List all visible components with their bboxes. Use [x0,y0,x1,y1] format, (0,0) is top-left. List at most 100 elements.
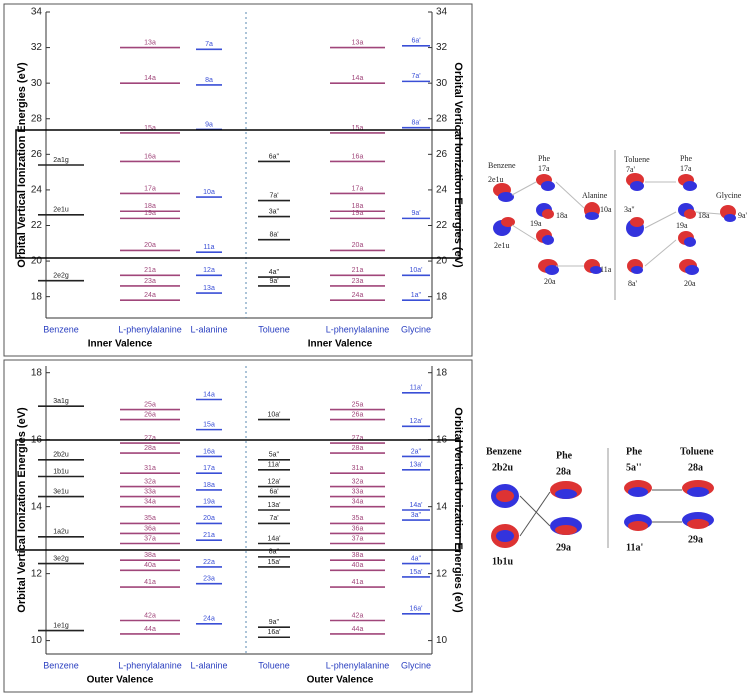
level-label: 12a' [409,418,422,425]
level-label: 19a [352,210,364,217]
level-label: 7a' [269,192,278,199]
orbital-panel-bottom: Benzene 2b2u Phe 28a 29a 1b1u Phe 5a'' 1… [486,446,714,567]
level-label: 9a' [269,278,278,285]
orbital-label: 29a [556,542,571,553]
y2-tick-label: 18 [436,367,448,378]
orbital-label: Toluene [680,446,714,457]
level-label: 17a [144,185,156,192]
y-tick-label: 14 [31,501,43,512]
level-label: 21a [203,532,215,539]
level-label: 28a [352,445,364,452]
level-label: 5a'' [269,452,279,459]
level-label: 14a [203,391,215,398]
level-label: 26a [352,411,364,418]
orbital-blobs [491,480,714,548]
level-label: 16a' [409,606,422,613]
level-label: 3e2g [53,555,69,562]
level-label: 12a [203,267,215,274]
level-label: 2e2g [53,272,69,279]
level-label: 14a [352,75,364,82]
orbital-label: 20a [544,277,556,286]
level-label: 41a [144,579,156,586]
level-label: 2a'' [411,448,421,455]
y-axis-label: Orbital Vertical Ionization Energies (eV… [16,407,28,613]
level-label: 41a [352,579,364,586]
panel-frame [3,3,473,357]
level-label: 1a2u [53,529,69,536]
orbital-label: 9a' [738,211,748,220]
y2-axis-label: Orbital Vertical Ionization Energies (eV… [452,407,464,613]
level-label: 34a [352,498,364,505]
level-label: 44a [352,626,364,633]
orbital-label: 19a [676,221,688,230]
level-label: 14a' [267,535,280,542]
level-label: 7a' [269,515,278,522]
level-label: 23a [352,278,364,285]
level-label: 19a [203,498,215,505]
level-label: 44a [144,626,156,633]
level-label: 4a'' [411,555,421,562]
level-label: 13a [203,285,215,292]
y2-tick-label: 28 [436,113,448,124]
level-label: 13a [352,39,364,46]
highlight-box [15,439,461,551]
group-label: Outer Valence [307,675,374,686]
level-label: 12a' [267,478,280,485]
x-tick-label: L-phenylalanine [326,324,390,334]
group-label: Outer Valence [87,675,154,686]
level-label: 27a [144,435,156,442]
level-label: 33a [144,488,156,495]
x-tick-label: Glycine [401,324,431,334]
y2-tick-label: 34 [436,7,448,18]
level-label: 26a [144,411,156,418]
orbital-label: 19a [530,219,542,228]
y-tick-label: 10 [31,635,43,646]
y2-tick-label: 10 [436,635,448,646]
y-tick-label: 22 [31,220,43,231]
level-label: 1e1g [53,622,69,629]
y-tick-label: 34 [31,7,43,18]
orbital-label: 2e1u [494,241,510,250]
orbital-label: Phe [556,450,573,461]
level-label: 10a' [267,411,280,418]
level-label: 2a1g [53,157,69,164]
group-label: Inner Valence [88,339,153,350]
level-label: 15a [203,421,215,428]
orbital-label: 28a [556,466,571,477]
orbital-label: Glycine [716,191,742,200]
y2-tick-label: 26 [436,149,448,160]
y2-tick-label: 22 [436,220,448,231]
level-label: 25a [352,401,364,408]
level-label: 11a' [268,462,281,469]
y2-tick-label: 14 [436,501,448,512]
level-label: 28a [144,445,156,452]
orbital-blobs [493,173,736,275]
level-label: 14a [144,75,156,82]
level-label: 6a' [411,38,420,45]
level-label: 24a [203,616,215,623]
orbital-label: 7a' [626,165,636,174]
level-label: 8a' [269,232,278,239]
level-label: 14a' [409,502,422,509]
level-label: 15a [352,125,364,132]
orbital-label: 11a' [626,542,643,553]
y2-tick-label: 18 [436,291,448,302]
level-label: 16a [144,153,156,160]
y-tick-label: 32 [31,42,43,53]
level-label: 9a'' [269,619,279,626]
y2-tick-label: 12 [436,568,448,579]
orbital-label: 2e1u [488,175,504,184]
y-tick-label: 18 [31,291,43,302]
orbital-label: Benzene [486,446,522,457]
level-label: 11a' [410,385,423,392]
x-tick-label: Glycine [401,660,431,670]
level-label: 35a [352,515,364,522]
level-label: 24a [352,292,364,299]
level-label: 37a [144,535,156,542]
level-label: 38a [144,552,156,559]
orbital-label: 11a [600,265,612,274]
orbital-label: 8a' [628,279,638,288]
orbital-label: 29a [688,534,703,545]
level-label: 15a' [409,569,422,576]
